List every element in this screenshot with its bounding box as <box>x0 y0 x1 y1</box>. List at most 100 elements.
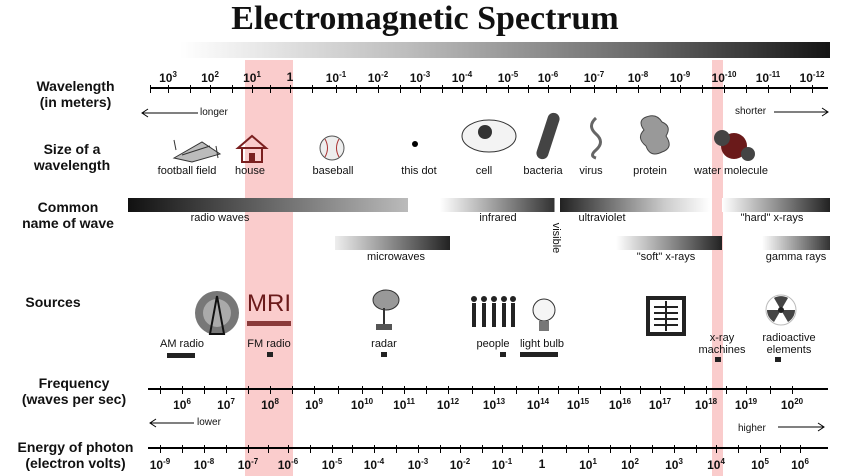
ultraviolet-band <box>560 198 710 212</box>
energy-tick <box>780 445 781 453</box>
size-item-label: football field <box>157 165 217 177</box>
frequency-tick <box>404 386 405 394</box>
wavelength-tick <box>190 85 191 93</box>
radioactive-elements-label: radioactive elements <box>762 332 816 356</box>
wavelength-tick <box>680 85 681 93</box>
energy-tick <box>502 445 503 453</box>
radar-dish-icon <box>372 289 400 330</box>
size-item-label: protein <box>633 165 667 177</box>
energy-tick <box>352 445 353 453</box>
frequency-tick <box>684 386 685 394</box>
frequency-tick <box>182 386 183 394</box>
energy-label: 10-8 <box>193 457 215 472</box>
radar-label: radar <box>371 338 397 350</box>
people-icon <box>471 296 516 327</box>
frequency-tick <box>578 386 579 394</box>
gamma-rays-band <box>762 236 830 250</box>
frequency-tick <box>746 386 747 394</box>
wavelength-tick <box>232 85 233 93</box>
frequency-tick <box>538 386 539 394</box>
row-label-energy: Energy of photon (electron volts) <box>17 439 134 471</box>
frequency-label: 109 <box>305 397 323 412</box>
wavelength-tick <box>616 85 617 93</box>
ultraviolet-label: ultraviolet <box>578 212 626 224</box>
energy-tick <box>760 445 761 453</box>
radio-waves-label: radio waves <box>190 212 250 224</box>
hard-xray-band <box>722 198 830 212</box>
energy-tick <box>674 445 675 453</box>
frequency-tick <box>226 386 227 394</box>
wavelength-label: 103 <box>159 70 177 85</box>
infrared-label: infrared <box>479 212 517 224</box>
energy-tick <box>800 445 801 453</box>
microwaves-band <box>335 236 450 250</box>
frequency-label: 1019 <box>734 397 758 412</box>
frequency-tick <box>620 386 621 394</box>
energy-tick <box>204 445 205 453</box>
wavelength-label: 101 <box>243 70 261 85</box>
light-bulb-icon <box>532 298 556 331</box>
wavelength-tick <box>594 85 595 93</box>
wavelength-tick <box>442 85 443 93</box>
row-label-common-name: Common name of wave <box>22 199 114 231</box>
wavelength-tick <box>768 85 769 93</box>
energy-label: 104 <box>707 457 725 472</box>
wavelength-tick <box>252 85 253 93</box>
wavelength-tick <box>702 85 703 93</box>
wavelength-tick <box>548 85 549 93</box>
light-bulb-label: light bulb <box>519 338 565 350</box>
mri-label: MRI <box>247 290 291 317</box>
wavelength-tick <box>312 85 313 93</box>
frequency-tick <box>338 386 339 394</box>
wavelength-tick <box>462 85 463 93</box>
frequency-label: 106 <box>173 397 191 412</box>
protein-icon <box>640 115 670 155</box>
energy-tick <box>610 445 611 453</box>
energy-label: 106 <box>791 457 809 472</box>
wavelength-label: 1 <box>286 70 294 84</box>
frequency-tick <box>448 386 449 394</box>
frequency-tick <box>516 386 517 394</box>
cell-icon <box>461 119 517 153</box>
energy-tick <box>182 445 183 453</box>
frequency-tick <box>726 386 727 394</box>
visible-label: visible <box>550 222 562 254</box>
energy-label: 10-1 <box>491 457 513 472</box>
virus-icon <box>590 116 602 160</box>
frequency-label: 108 <box>261 397 279 412</box>
mri-bar <box>247 321 291 326</box>
energy-tick <box>160 445 161 453</box>
energy-tick <box>696 445 697 453</box>
fm-radio-label: FM radio <box>247 338 291 350</box>
frequency-axis <box>148 388 828 390</box>
wavelength-tick <box>528 85 529 93</box>
frequency-tick <box>660 386 661 394</box>
bacteria-icon <box>536 112 560 160</box>
wavelength-tick <box>660 85 661 93</box>
frequency-tick <box>382 386 383 394</box>
energy-tick <box>248 445 249 453</box>
wavelength-label: 10-4 <box>451 70 473 85</box>
size-item-label: bacteria <box>523 165 563 177</box>
diagram-title: Electromagnetic Spectrum <box>231 0 619 37</box>
wavelength-label: 10-7 <box>583 70 605 85</box>
frequency-tick <box>314 386 315 394</box>
wavelength-tick <box>356 85 357 93</box>
infrared-band <box>440 198 554 212</box>
lower-label: lower <box>197 417 221 428</box>
wavelength-tick <box>638 85 639 93</box>
wavelength-label: 10-9 <box>669 70 691 85</box>
wavelength-tick <box>400 85 401 93</box>
house-icon <box>235 134 269 163</box>
frequency-label: 1018 <box>694 397 718 412</box>
frequency-label: 1020 <box>780 397 804 412</box>
energy-tick <box>418 445 419 453</box>
frequency-label: 1010 <box>350 397 374 412</box>
size-item-label: this dot <box>401 165 437 177</box>
wavelength-tick <box>378 85 379 93</box>
energy-tick <box>374 445 375 453</box>
microwaves-label: microwaves <box>366 251 426 263</box>
wavelength-label: 10-6 <box>537 70 559 85</box>
wavelength-tick <box>724 85 725 93</box>
energy-tick <box>440 445 441 453</box>
